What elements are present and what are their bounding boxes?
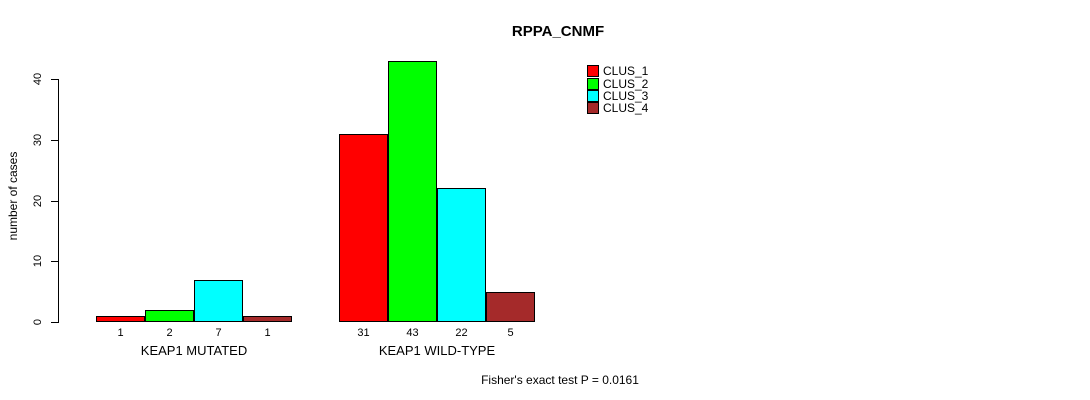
legend-swatch-clus_3 xyxy=(587,89,599,102)
bar-value-label: 1 xyxy=(264,327,271,339)
y-tick-label: 20 xyxy=(32,194,44,207)
bar-clus_4 xyxy=(243,316,292,322)
legend-row: CLUS_4 xyxy=(587,101,649,116)
bar-value-label: 22 xyxy=(455,327,468,339)
legend-swatch-clus_1 xyxy=(587,65,599,78)
y-tick-mark xyxy=(51,261,58,263)
legend-swatch-clus_4 xyxy=(587,102,599,115)
legend-label: CLUS_1 xyxy=(603,64,649,79)
chart-title: RPPA_CNMF xyxy=(511,23,605,40)
y-axis-title: number of cases xyxy=(6,151,20,241)
y-tick-mark xyxy=(51,200,58,202)
y-tick-mark xyxy=(51,79,58,81)
bar-value-label: 31 xyxy=(357,327,370,339)
x-category-label: KEAP1 WILD-TYPE xyxy=(378,343,496,358)
legend-row: CLUS_3 xyxy=(587,88,649,103)
legend-row: CLUS_2 xyxy=(587,76,649,91)
bar-value-label: 2 xyxy=(166,327,173,339)
bar-clus_4 xyxy=(486,292,535,322)
bar-clus_2 xyxy=(145,310,194,322)
footnote-stat-test: Fisher's exact test P = 0.0161 xyxy=(481,373,639,387)
bar-value-label: 7 xyxy=(215,327,222,339)
y-tick-label: 0 xyxy=(32,318,44,326)
y-tick-label: 40 xyxy=(32,73,44,86)
y-axis-line xyxy=(58,79,59,323)
bar-clus_3 xyxy=(194,280,243,322)
legend: CLUS_1 CLUS_2 CLUS_3 CLUS_4 xyxy=(587,65,648,115)
bar-value-label: 43 xyxy=(406,327,419,339)
legend-label: CLUS_3 xyxy=(603,88,649,103)
y-tick-label: 10 xyxy=(32,255,44,268)
x-category-label: KEAP1 MUTATED xyxy=(140,343,248,358)
bar-value-label: 5 xyxy=(507,327,514,339)
bar-clus_1 xyxy=(339,134,388,322)
bar-clus_1 xyxy=(96,316,145,322)
y-tick-label: 30 xyxy=(32,133,44,147)
legend-row: CLUS_1 xyxy=(587,64,649,79)
bar-clus_3 xyxy=(437,188,486,322)
bar-clus_2 xyxy=(388,61,437,322)
bar-value-label: 1 xyxy=(117,327,124,339)
legend-label: CLUS_4 xyxy=(603,101,649,116)
y-tick-mark xyxy=(51,139,58,141)
legend-label: CLUS_2 xyxy=(603,76,649,91)
y-tick-mark xyxy=(51,322,58,323)
legend-swatch-clus_2 xyxy=(587,77,599,90)
